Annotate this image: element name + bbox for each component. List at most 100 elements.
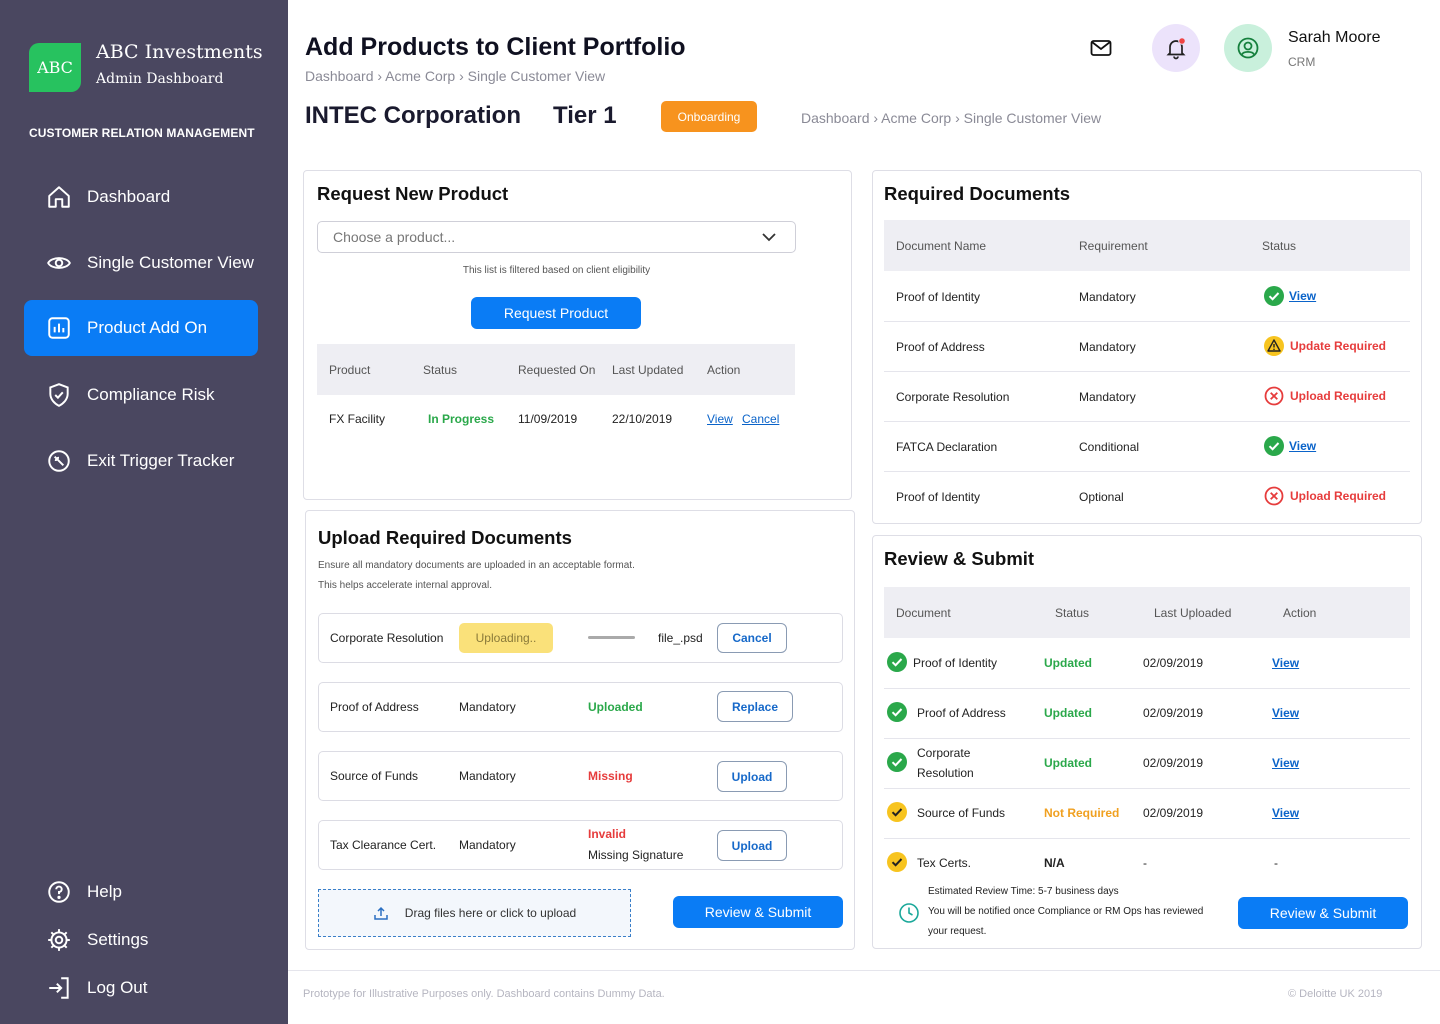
request-product-button[interactable]: Request Product — [471, 297, 641, 329]
column-header: Action — [707, 363, 741, 377]
bell-icon — [1166, 37, 1186, 60]
review-status: Updated — [1044, 706, 1092, 720]
last-uploaded: 02/09/2019 — [1143, 756, 1204, 770]
brand-subtitle: Admin Dashboard — [96, 71, 224, 87]
sidebar-item-help[interactable]: Help — [24, 864, 258, 920]
card-title: Required Documents — [884, 183, 1071, 204]
table-header: Document Name Requirement Status — [884, 220, 1410, 271]
footer-disclaimer: Prototype for Illustrative Purposes only… — [303, 988, 665, 1000]
status-icon — [1264, 336, 1284, 356]
cancel-link[interactable]: Cancel — [742, 412, 780, 426]
status-icon — [1264, 486, 1284, 506]
notifications-button[interactable] — [1152, 24, 1200, 72]
row-divider — [884, 688, 1410, 689]
check-circle-icon — [887, 752, 907, 772]
sidebar-item-dashboard[interactable]: Dashboard — [24, 169, 258, 225]
sidebar-item-product-add-on[interactable]: Product Add On — [24, 300, 258, 356]
status-icon — [887, 852, 907, 872]
upload-status: Uploaded — [588, 700, 643, 714]
sidebar-item-compliance-risk[interactable]: Compliance Risk — [24, 367, 258, 423]
upload-status: Missing — [588, 769, 633, 783]
sidebar: ABC ABC Investments Admin Dashboard CUST… — [0, 0, 288, 1024]
breadcrumb-secondary[interactable]: Dashboard › Acme Corp › Single Customer … — [801, 110, 1102, 126]
sidebar-item-log-out[interactable]: Log Out — [24, 960, 258, 1016]
review-status: Not Required — [1044, 806, 1120, 820]
upload-note: Ensure all mandatory documents are uploa… — [318, 560, 635, 571]
last-uploaded: 02/09/2019 — [1143, 706, 1204, 720]
view-link[interactable]: View — [1272, 656, 1300, 670]
row-divider — [884, 471, 1410, 472]
view-link[interactable]: View — [1272, 756, 1300, 770]
document-name: Source of Funds — [330, 769, 419, 783]
document-name: Proof of Address — [917, 706, 1006, 720]
requirement: Mandatory — [1079, 390, 1136, 404]
review-submit-button[interactable]: Review & Submit — [673, 896, 843, 928]
gear-icon — [48, 929, 70, 951]
upload-row: Tax Clearance Cert. Mandatory Invalid Mi… — [318, 820, 843, 870]
column-header: Document Name — [896, 239, 987, 253]
view-link[interactable]: View — [1289, 289, 1317, 303]
brand-logo: ABC — [29, 43, 81, 92]
breadcrumb[interactable]: Dashboard › Acme Corp › Single Customer … — [305, 68, 606, 84]
check-circle-icon — [887, 652, 907, 672]
mail-button[interactable] — [1086, 34, 1116, 62]
brand-name: ABC Investments — [96, 41, 263, 63]
sidebar-item-label: Product Add On — [87, 318, 208, 337]
column-header: Status — [1055, 606, 1090, 620]
eye-icon — [47, 257, 71, 269]
view-link[interactable]: View — [1289, 439, 1317, 453]
sidebar-item-exit-trigger-tracker[interactable]: Exit Trigger Tracker — [24, 433, 258, 489]
status-icon — [887, 652, 907, 672]
check-circle-icon — [887, 702, 907, 722]
shield-icon — [49, 383, 69, 407]
document-name: Source of Funds — [917, 806, 1006, 820]
document-name: Corporate Resolution — [896, 390, 1010, 404]
product-select[interactable]: Choose a product... — [317, 221, 796, 253]
footer-copyright: © Deloitte UK 2019 — [1288, 988, 1383, 1000]
document-name: FATCA Declaration — [896, 440, 998, 454]
clock-icon — [899, 903, 919, 923]
cancel-upload-button[interactable]: Cancel — [717, 623, 787, 653]
card-title: Review & Submit — [884, 548, 1035, 569]
card-title: Request New Product — [317, 183, 509, 204]
upload-row: Corporate Resolution Uploading.. file_.p… — [318, 613, 843, 663]
status-text: In Progress — [428, 412, 495, 426]
help-icon — [48, 881, 70, 903]
page-title: Add Products to Client Portfolio — [305, 33, 686, 61]
avatar[interactable] — [1224, 24, 1272, 72]
upload-button[interactable]: Upload — [717, 830, 787, 861]
warning-icon — [1264, 336, 1284, 356]
sidebar-item-label: Log Out — [87, 978, 148, 997]
file-dropzone[interactable]: Drag files here or click to upload — [318, 889, 631, 937]
upload-row: Source of Funds Mandatory Missing Upload — [318, 751, 843, 801]
column-header: Requirement — [1079, 239, 1148, 253]
requirement: Mandatory — [459, 700, 516, 714]
sidebar-item-label: Help — [87, 882, 122, 901]
requirement: Optional — [1079, 490, 1124, 504]
check-circle-icon — [887, 852, 907, 872]
sidebar-item-single-customer-view[interactable]: Single Customer View — [24, 235, 258, 291]
document-name: Corporate Resolution — [330, 631, 444, 645]
review-submit-button[interactable]: Review & Submit — [1238, 897, 1408, 929]
main-content: Add Products to Client Portfolio Dashboa… — [288, 0, 1440, 1024]
section-label: CUSTOMER RELATION MANAGEMENT — [29, 126, 255, 140]
product-name: FX Facility — [329, 412, 386, 426]
last-uploaded: - — [1143, 856, 1147, 870]
updated-date: 22/10/2019 — [612, 412, 673, 426]
view-link[interactable]: View — [707, 412, 733, 426]
chart-icon — [48, 317, 70, 339]
required-documents-card: Required Documents Document Name Require… — [872, 170, 1422, 524]
view-link[interactable]: View — [1272, 806, 1300, 820]
review-status: N/A — [1044, 856, 1065, 870]
replace-button[interactable]: Replace — [717, 691, 793, 722]
sidebar-item-label: Compliance Risk — [87, 385, 215, 404]
view-link[interactable]: View — [1272, 706, 1300, 720]
eligibility-note: This list is filtered based on client el… — [462, 265, 651, 276]
row-divider — [884, 371, 1410, 372]
status-icon — [887, 802, 907, 822]
sidebar-item-settings[interactable]: Settings — [24, 912, 258, 968]
requirement: Mandatory — [1079, 290, 1136, 304]
upload-button[interactable]: Upload — [717, 761, 787, 792]
review-notify: your request. — [928, 926, 987, 937]
review-status: Updated — [1044, 656, 1092, 670]
